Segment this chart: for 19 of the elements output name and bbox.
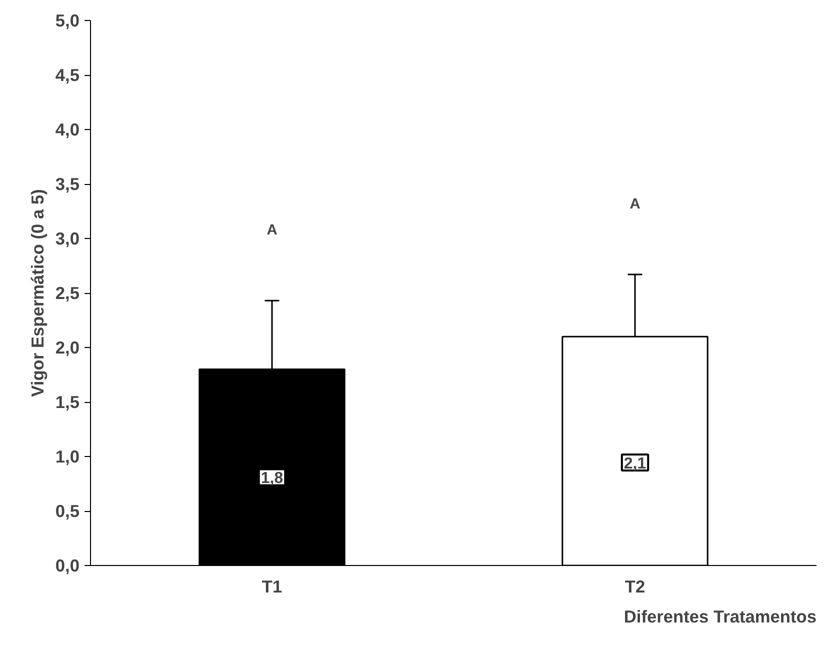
y-tick-label: 1,0 bbox=[55, 446, 80, 466]
y-tick-label: 3,0 bbox=[55, 228, 80, 248]
data-label: 1,8 bbox=[260, 470, 284, 488]
y-tick-label: 2,5 bbox=[55, 283, 80, 303]
y-axis-title: Vigor Espermático (0 a 5) bbox=[27, 189, 48, 397]
x-axis-title: Diferentes Tratamentos bbox=[624, 606, 817, 626]
y-tick-label: 4,0 bbox=[55, 120, 80, 140]
y-tick-label: 1,5 bbox=[55, 392, 80, 412]
data-label: 2,1 bbox=[624, 455, 646, 472]
y-tick-label: 4,5 bbox=[55, 65, 80, 85]
y-tick-label: 0,5 bbox=[55, 501, 80, 521]
y-tick-label: 5,0 bbox=[55, 10, 80, 30]
y-tick-label: 2,0 bbox=[55, 338, 80, 358]
annotation: A bbox=[266, 222, 278, 239]
x-tick-label: T1 bbox=[262, 576, 282, 596]
y-tick-label: 3,5 bbox=[55, 174, 80, 194]
annotation: A bbox=[630, 196, 641, 212]
y-tick-label: 0,0 bbox=[55, 556, 80, 576]
x-tick-label: T2 bbox=[624, 576, 646, 596]
